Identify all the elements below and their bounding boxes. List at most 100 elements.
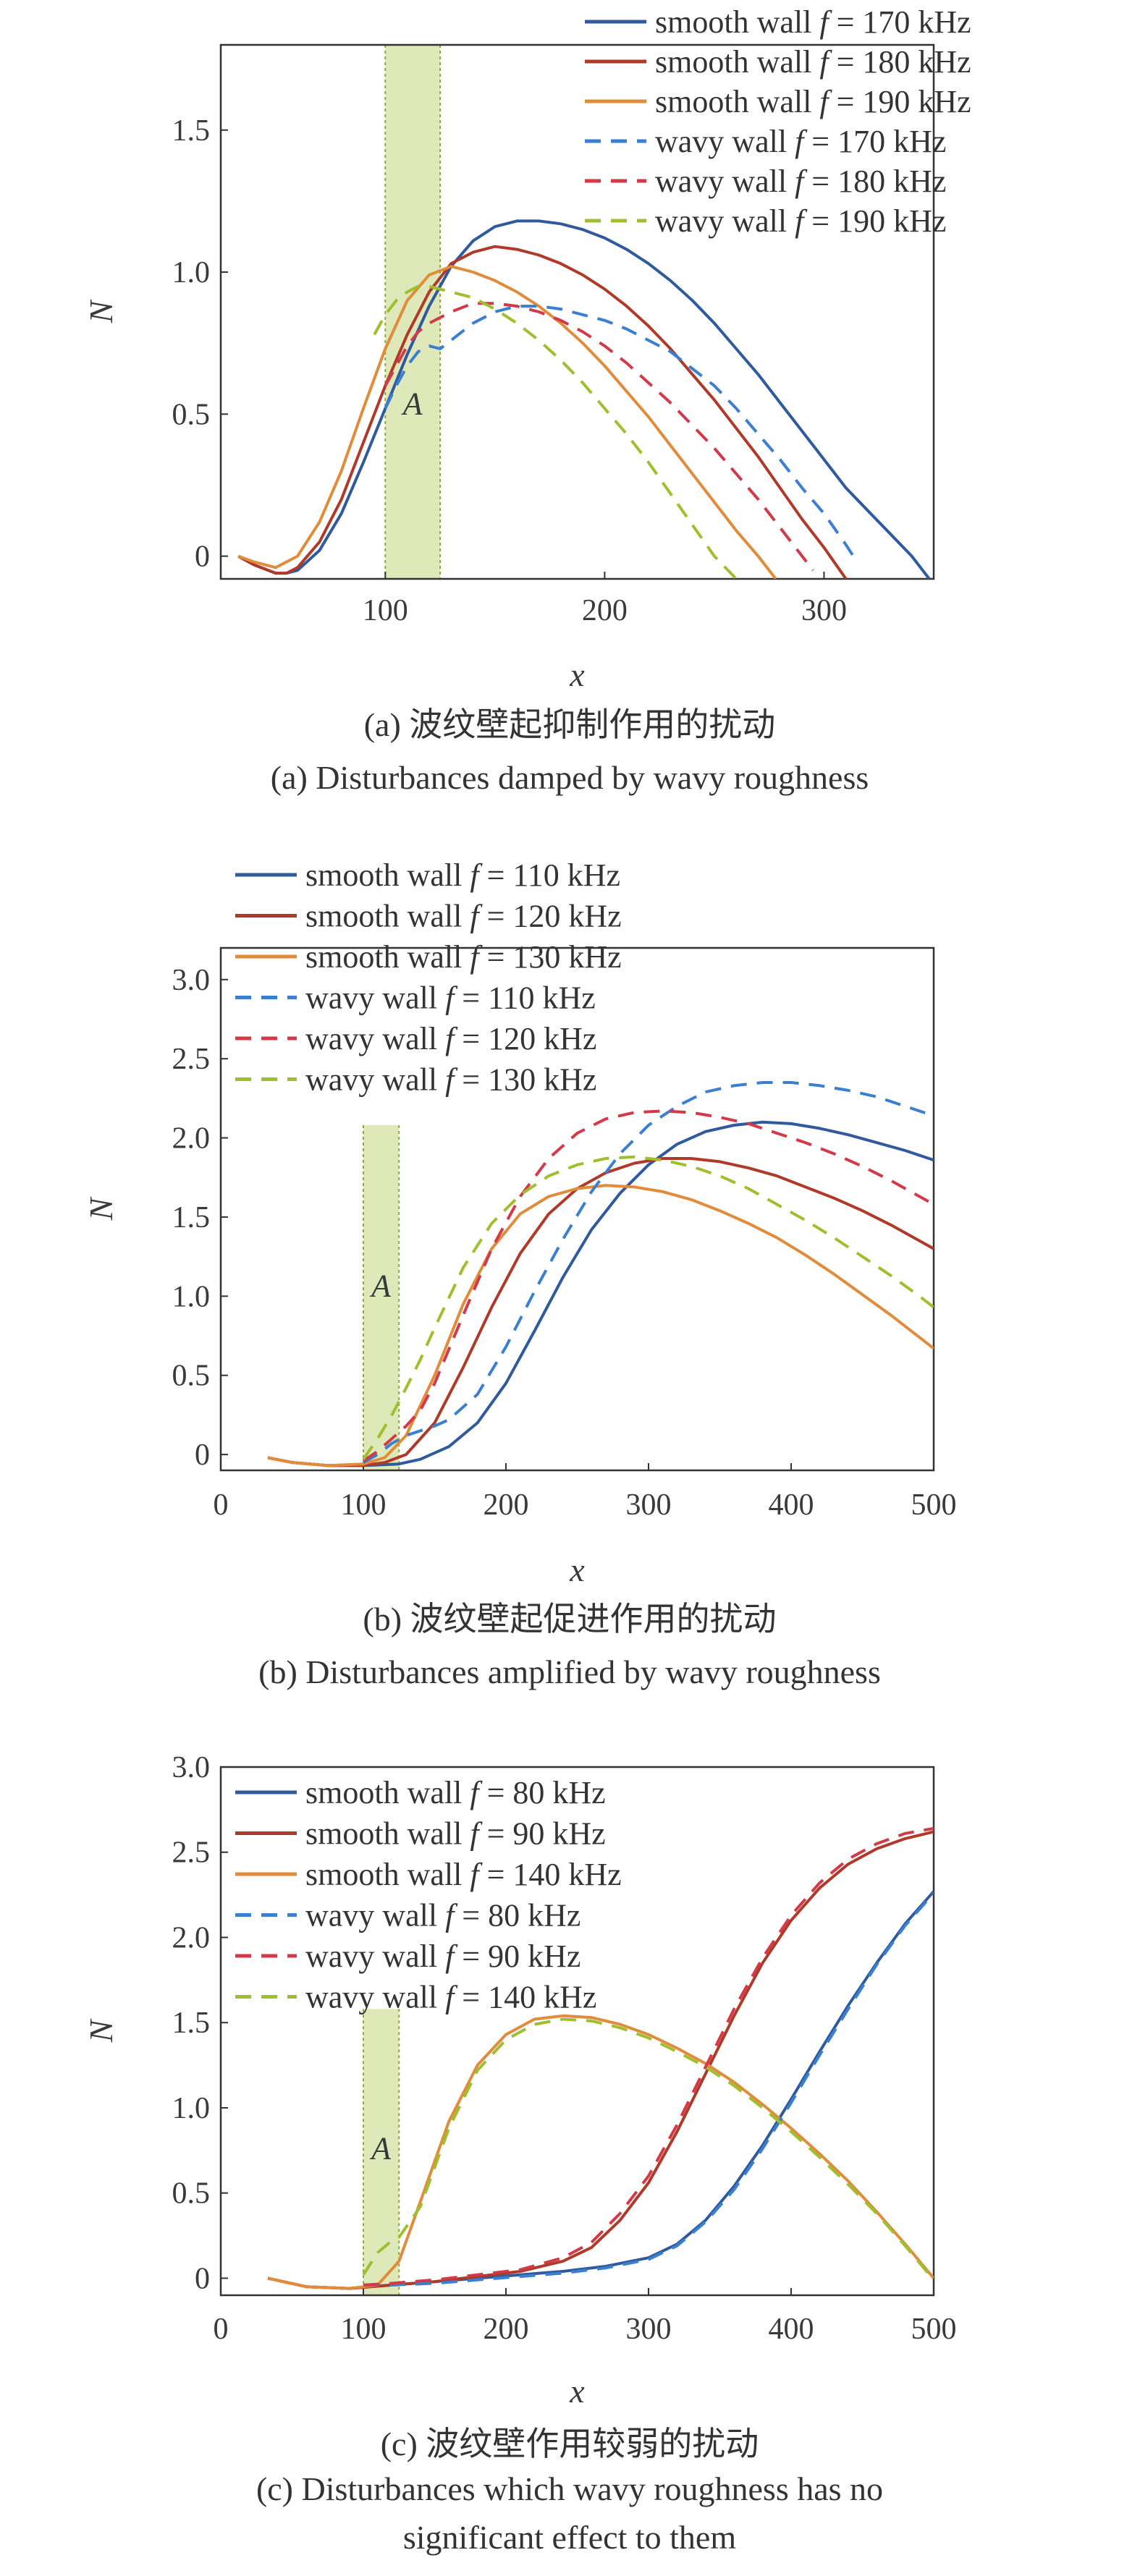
legend-text: = 110 kHz [454, 980, 596, 1016]
y-tick-label: 0.5 [172, 2177, 211, 2211]
x-tick-label: 100 [341, 1488, 387, 1522]
y-tick-label: 2.5 [172, 1836, 211, 1870]
legend-entry: wavy wall f = 120 kHz [305, 1021, 596, 1056]
legend-text: = 190 kHz [829, 84, 971, 119]
series-line-smooth-0 [267, 1120, 934, 1467]
y-tick-label: 3.0 [172, 964, 211, 997]
legend-entry: smooth wall f = 120 kHz [305, 899, 622, 934]
legend-entry: smooth wall f = 180 kHz [655, 44, 971, 80]
y-tick-label: 0 [195, 2262, 210, 2295]
x-axis-label: x [569, 656, 585, 693]
y-tick-label: 1.0 [172, 256, 211, 289]
legend-entry: wavy wall f = 170 kHz [655, 124, 946, 159]
y-tick-label: 0.5 [172, 398, 211, 431]
series-line-smooth-2 [237, 265, 777, 579]
x-tick-label: 300 [626, 1488, 672, 1522]
x-tick-label: 300 [626, 2313, 672, 2346]
legend-text: = 120 kHz [479, 899, 622, 934]
legend-text: smooth wall [305, 939, 470, 975]
region-a-label: A [369, 1268, 392, 1303]
legend-text: smooth wall [655, 4, 819, 40]
y-tick-label: 0 [195, 1439, 210, 1472]
series-line-wavy-3 [363, 1891, 934, 2287]
legend-entry: wavy wall f = 110 kHz [305, 980, 596, 1016]
legend-entry: smooth wall f = 190 kHz [655, 84, 971, 119]
legend-text: = 140 kHz [479, 1857, 622, 1892]
legend-entry: smooth wall f = 80 kHz [305, 1775, 606, 1810]
series-line-wavy-5 [362, 1155, 934, 1460]
legend-text: = 130 kHz [479, 939, 622, 975]
series-line-smooth-2 [267, 2014, 934, 2290]
legend-entry: wavy wall f = 190 kHz [655, 203, 946, 239]
legend-text: smooth wall [305, 857, 470, 893]
caption-en: (b) Disturbances amplified by wavy rough… [258, 1653, 881, 1690]
legend-text: = 90 kHz [479, 1816, 606, 1852]
legend-text: wavy wall [655, 124, 795, 159]
x-tick-label: 300 [801, 594, 847, 627]
y-tick-label: 0.5 [172, 1360, 211, 1393]
y-tick-label: 1.5 [172, 114, 211, 148]
legend-text: smooth wall [305, 1816, 470, 1852]
series-layer [267, 1081, 934, 1467]
y-tick-label: 0 [195, 541, 210, 574]
series-layer [237, 219, 931, 579]
y-tick-label: 1.0 [172, 1280, 211, 1313]
legend-entry: wavy wall f = 90 kHz [305, 1939, 580, 1974]
legend: smooth wall f = 110 kHz smooth wall f = 1… [235, 857, 622, 1098]
region-a-band [363, 2009, 400, 2295]
x-tick-label: 100 [341, 2313, 387, 2346]
legend-text: smooth wall [305, 1775, 470, 1810]
series-line-wavy-3 [363, 1081, 934, 1464]
legend-text: = 180 kHz [829, 44, 971, 80]
series-line-smooth-2 [267, 1184, 934, 1467]
caption-en: (c) Disturbances which wavy roughness ha… [256, 2470, 883, 2507]
legend: smooth wall f = 80 kHz smooth wall f = 90… [235, 1775, 622, 2015]
legend-text: wavy wall [305, 1980, 445, 2015]
series-line-smooth-1 [267, 1830, 934, 2290]
chart-panel-b: A 0 100 200 300 400 500 0 0.5 1.0 1.5 2.0 2.5 3.0 x Nsm… [83, 857, 957, 1690]
legend-entry: smooth wall f = 90 kHz [305, 1816, 606, 1852]
y-axis-label: N [83, 2018, 119, 2043]
legend-text: = 130 kHz [454, 1062, 596, 1098]
y-tick-label: 1.5 [172, 2007, 211, 2040]
x-tick-label: 0 [214, 2313, 229, 2346]
series-line-wavy-4 [384, 302, 814, 572]
caption-en: (a) Disturbances damped by wavy roughnes… [271, 759, 869, 796]
y-tick-label: 3.0 [172, 1751, 211, 1784]
legend-text: = 190 kHz [803, 203, 946, 239]
legend-text: wavy wall [305, 1021, 445, 1056]
plot-frame [219, 946, 935, 1472]
legend-text: = 170 kHz [829, 4, 971, 40]
region-a-label: A [369, 2131, 392, 2166]
legend-entry: smooth wall f = 110 kHz [305, 857, 620, 893]
legend-text: smooth wall [305, 899, 470, 934]
series-line-wavy-4 [363, 1826, 934, 2287]
legend-entry: smooth wall f = 130 kHz [305, 939, 622, 975]
legend-text: = 140 kHz [454, 1980, 596, 2015]
legend-text: wavy wall [305, 980, 445, 1016]
x-tick-label: 200 [582, 594, 628, 627]
series-layer [267, 1826, 934, 2290]
legend-text: smooth wall [655, 44, 819, 80]
caption-cn: (c) 波纹壁作用较弱的扰动 [381, 2425, 759, 2462]
legend-text: wavy wall [305, 1898, 445, 1933]
series-line-wavy-5 [362, 2017, 934, 2281]
x-tick-label: 400 [769, 2313, 814, 2346]
legend-entry: wavy wall f = 130 kHz [305, 1062, 596, 1098]
legend-text: = 80 kHz [479, 1775, 606, 1810]
legend-entry: wavy wall f = 180 kHz [655, 164, 946, 199]
series-line-smooth-1 [237, 245, 848, 579]
legend-text: = 170 kHz [803, 124, 946, 159]
x-tick-label: 500 [911, 1488, 957, 1522]
series-line-wavy-4 [362, 1109, 934, 1462]
series-line-wavy-3 [384, 305, 858, 563]
y-tick-label: 1.0 [172, 2092, 211, 2125]
x-tick-label: 200 [484, 2313, 529, 2346]
y-tick-label: 2.0 [172, 1122, 211, 1156]
legend-text: = 90 kHz [454, 1939, 580, 1974]
legend-text: smooth wall [305, 1857, 470, 1892]
x-axis-label: x [569, 1551, 585, 1588]
legend-entry: wavy wall f = 80 kHz [305, 1898, 580, 1933]
y-tick-label: 1.5 [172, 1201, 211, 1234]
